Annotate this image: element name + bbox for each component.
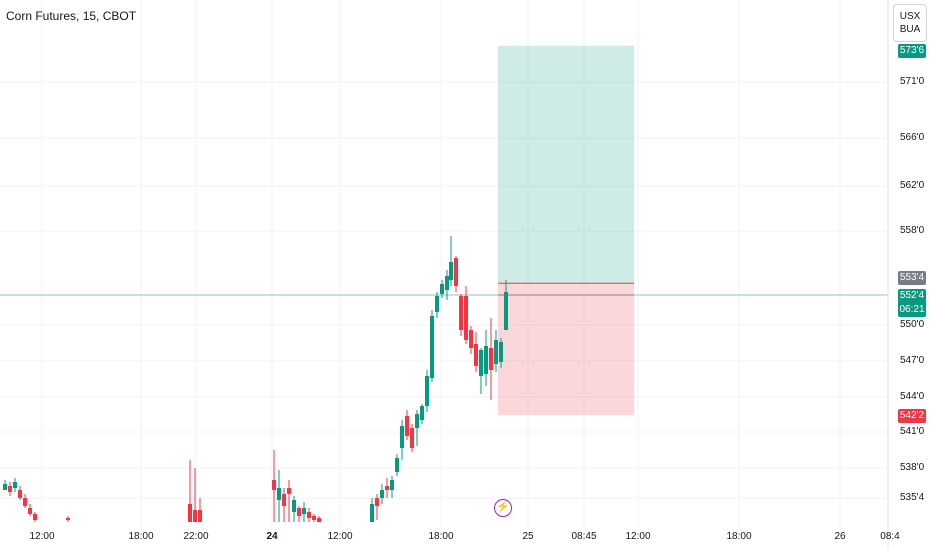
candle-body [297,508,301,516]
candle-body [425,376,429,406]
candle-body [380,490,384,498]
candle-body [385,486,389,490]
candle-body [395,458,399,472]
candle-body [499,342,503,362]
candle-body [400,426,404,448]
profit-zone[interactable] [498,45,634,284]
candle-body [287,488,291,494]
candle-body [193,510,197,522]
candle-body [23,498,27,506]
x-axis-label: 08:4 [880,531,900,542]
y-axis-label: 535'4 [900,492,925,503]
candle-body [277,488,281,500]
currency-line2: BUA [899,24,921,35]
candle-body [375,498,379,506]
candle-body [307,512,311,518]
candle-body [504,292,508,330]
candle-body [198,510,202,522]
x-axis-label: 08:45 [571,531,597,542]
lightning-icon[interactable]: ⚡ [494,499,512,517]
y-axis-label: 558'0 [900,225,925,236]
candle-body [484,346,488,374]
candle-body [494,340,498,364]
y-axis-label: 544'0 [900,391,925,402]
candle-body [66,518,70,520]
y-axis-label: 547'0 [900,355,925,366]
x-axis-label: 25 [522,531,534,542]
entry-price-tag: 553'4 [898,271,926,285]
y-axis-label: 538'0 [900,462,925,473]
y-axis-label: 566'0 [900,132,925,143]
y-axis-label: 571'0 [900,76,925,87]
currency-unit-button[interactable]: USX BUA [893,4,927,42]
candle-body [292,500,296,512]
candle-body [430,316,434,378]
candle-body [8,486,12,492]
candle-body [415,414,419,428]
stop-zone[interactable] [498,283,634,416]
target-price-tag: 573'6 [898,44,926,58]
candle-body [390,480,394,490]
candle-body [188,504,192,522]
x-axis-label: 24 [266,531,278,542]
candle-body [3,484,7,490]
candle-body [18,490,22,498]
candle-body [405,416,409,436]
x-axis-label: 18:00 [726,531,752,542]
candle-body [469,330,473,348]
candle-body [272,480,276,490]
x-axis-label: 26 [834,531,846,542]
bar-countdown-tag: 06:21 [898,303,926,317]
candle-body [489,348,493,370]
candle-body [282,494,286,506]
y-axis-label: 541'0 [900,426,925,437]
x-axis-label: 18:00 [428,531,454,542]
candle-body [370,504,374,522]
x-axis-label: 12:00 [327,531,353,542]
candle-body [28,508,32,514]
candle-body [464,296,468,340]
candle-body [474,344,478,366]
candle-body [33,514,37,520]
candle-body [479,350,483,376]
candle-body [445,276,449,290]
last-price-tag: 552'4 [898,289,926,303]
candle-body [317,518,321,522]
candle-body [454,258,458,286]
candle-body [440,284,444,294]
candle-body [13,482,17,488]
candle-body [420,406,424,420]
candle-body [302,508,306,514]
candle-body [449,262,453,280]
currency-line1: USX [899,11,921,22]
x-axis-label: 22:00 [183,531,209,542]
candle-body [410,428,414,448]
stop-price-tag: 542'2 [898,409,926,423]
candle-body [435,296,439,312]
symbol-title: Corn Futures, 15, CBOT [6,9,137,23]
x-axis-label: 12:00 [625,531,651,542]
x-axis-label: 18:00 [128,531,154,542]
y-axis-label: 550'0 [900,319,925,330]
candle-body [459,296,463,330]
candle-body [312,516,316,520]
x-axis-label: 12:00 [29,531,55,542]
y-axis-label: 562'0 [900,180,925,191]
